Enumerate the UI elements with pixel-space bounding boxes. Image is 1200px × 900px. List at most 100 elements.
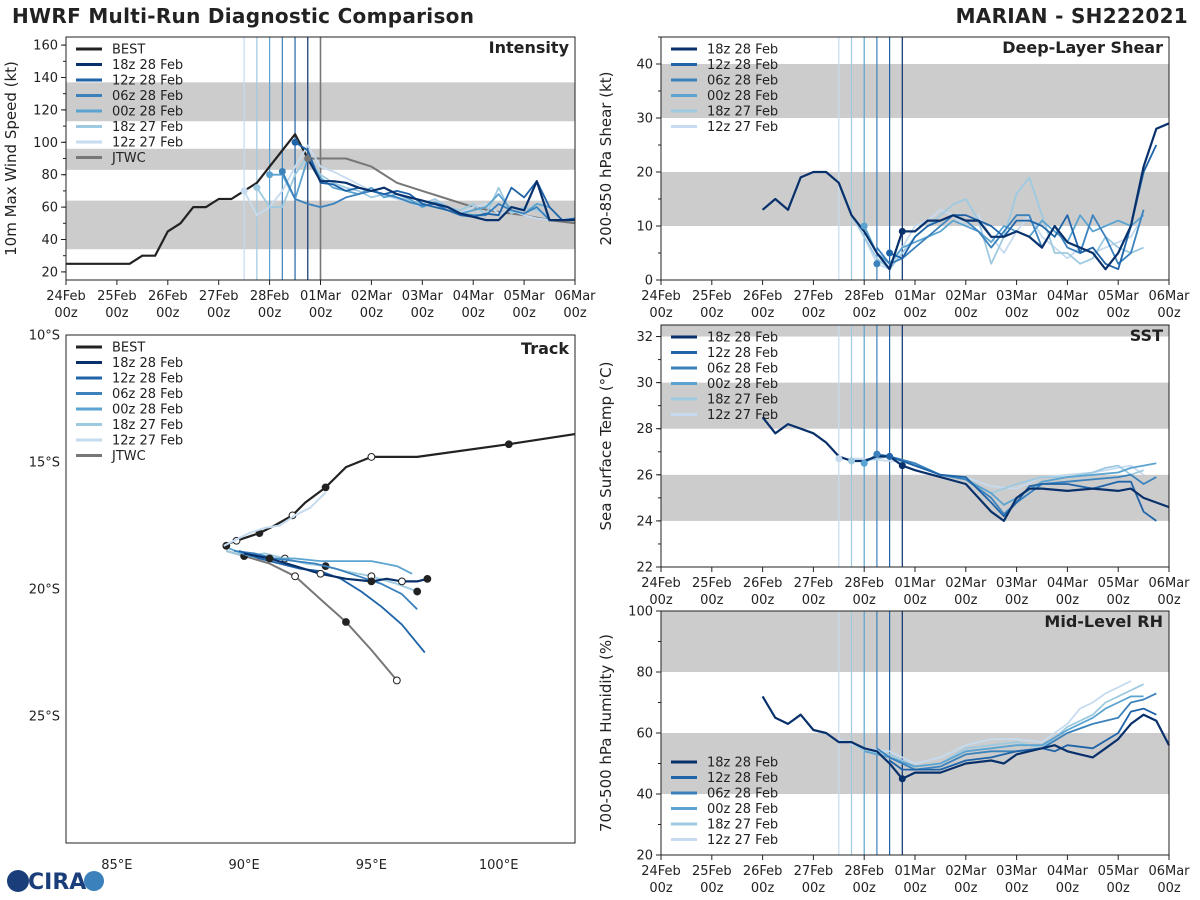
shear-ytick-label: 0 xyxy=(645,274,653,289)
intensity-xtick-sublabel: 00z xyxy=(156,306,180,321)
intensity-series-best xyxy=(66,133,309,265)
shear-series-18z28 xyxy=(761,122,1170,271)
track-ytick-label: 25°S xyxy=(29,710,60,725)
intensity-xtick-sublabel: 00z xyxy=(360,306,384,321)
track-legend-label-12z27: 12z 27 Feb xyxy=(112,434,183,449)
rh-xtick-sublabel: 00z xyxy=(954,881,978,896)
sst-ytick-label: 24 xyxy=(636,514,653,529)
track-series-18z28 xyxy=(243,552,428,583)
intensity-xtick-label: 25Feb xyxy=(97,289,137,304)
intensity-xtick-sublabel: 00z xyxy=(512,306,536,321)
track-xtick-label: 90°E xyxy=(229,858,260,873)
track-marker-jtwc xyxy=(291,572,299,581)
sst-xtick-sublabel: 00z xyxy=(1005,593,1029,608)
sst-xtick-sublabel: 00z xyxy=(649,593,673,608)
sst-legend-label-18z27: 18z 27 Feb xyxy=(707,393,778,408)
rh-legend-label-06z28: 06z 28 Feb xyxy=(707,787,778,802)
figure-title: HWRF Multi-Run Diagnostic Comparison xyxy=(12,4,475,28)
intensity-xtick-label: 03Mar xyxy=(402,289,444,304)
intensity-series-06z28 xyxy=(281,171,551,221)
sst-xtick-sublabel: 00z xyxy=(903,593,927,608)
sst-ytick-label: 32 xyxy=(636,330,653,345)
sst-series-18z28 xyxy=(761,416,1170,523)
track-series-06z28 xyxy=(233,550,418,610)
intensity-xtick-sublabel: 00z xyxy=(563,306,587,321)
track-legend-label-jtwc: JTWC xyxy=(111,449,146,464)
track-legend-label-00z28: 00z 28 Feb xyxy=(112,403,183,418)
sst-init-marker-18z28 xyxy=(898,462,906,470)
sst-xtick-label: 25Feb xyxy=(692,576,732,591)
shear-xtick-sublabel: 00z xyxy=(853,306,877,321)
intensity-legend-label-best: BEST xyxy=(112,43,145,58)
shear-panel: 0 10 20 30 40 24Feb 00z 25Feb 00z 26Feb 00z 27Feb 00… xyxy=(597,36,1190,321)
track-legend-label-06z28: 06z 28 Feb xyxy=(112,387,183,402)
shear-legend-label-12z27: 12z 27 Feb xyxy=(707,120,778,135)
intensity-ytick-label: 100 xyxy=(33,136,58,151)
shear-xtick-sublabel: 00z xyxy=(1005,306,1029,321)
rh-xtick-label: 24Feb xyxy=(641,864,681,879)
shear-title: Deep-Layer Shear xyxy=(1002,38,1163,57)
rh-xtick-sublabel: 00z xyxy=(649,881,673,896)
intensity-title: Intensity xyxy=(489,38,570,57)
intensity-ytick-label: 60 xyxy=(41,201,58,216)
sst-init-marker-06z28 xyxy=(873,450,881,458)
logo-seal-icon xyxy=(84,871,104,891)
intensity-legend-label-18z27: 18z 27 Feb xyxy=(112,120,183,135)
track-panel: 85°E 90°E 95°E 100°E 10°S 15°S 20°S 25°S Track BE… xyxy=(29,329,576,873)
shear-init-marker-12z28 xyxy=(886,249,894,257)
track-marker-18z28 xyxy=(367,577,376,586)
sst-legend-label-12z28: 12z 28 Feb xyxy=(707,346,778,361)
track-marker-jtwc xyxy=(392,676,401,685)
track-title: Track xyxy=(521,339,569,358)
intensity-init-marker-06z28 xyxy=(278,167,286,175)
track-xtick-label: 100°E xyxy=(479,858,519,873)
rh-xtick-sublabel: 00z xyxy=(700,881,724,896)
rh-legend-label-18z27: 18z 27 Feb xyxy=(707,818,778,833)
intensity-xtick-label: 02Mar xyxy=(351,289,393,304)
sst-xtick-sublabel: 00z xyxy=(1157,593,1181,608)
intensity-xtick-sublabel: 00z xyxy=(309,306,333,321)
sst-legend-label-12z27: 12z 27 Feb xyxy=(707,408,778,423)
intensity-ytick-label: 40 xyxy=(41,233,58,248)
sst-panel: 22 24 26 28 30 32 24Feb 00z 25Feb 00z 26Feb 00z 27Fe… xyxy=(597,324,1190,608)
intensity-xtick-label: 28Feb xyxy=(250,289,290,304)
track-legend-label-18z27: 18z 27 Feb xyxy=(112,418,183,433)
rh-ytick-label: 60 xyxy=(636,727,653,742)
sst-series-12z27 xyxy=(838,457,1145,490)
intensity-legend-label-00z28: 00z 28 Feb xyxy=(112,105,183,120)
shear-xtick-sublabel: 00z xyxy=(751,306,775,321)
track-ytick-label: 15°S xyxy=(29,456,60,471)
shear-xtick-sublabel: 00z xyxy=(700,306,724,321)
shear-xtick-sublabel: 00z xyxy=(1157,306,1181,321)
sst-series-12z28 xyxy=(889,455,1157,522)
rh-series-00z28 xyxy=(863,695,1144,768)
sst-init-marker-18z27 xyxy=(848,457,855,465)
sst-legend-label-00z28: 00z 28 Feb xyxy=(707,377,778,392)
sst-xtick-sublabel: 00z xyxy=(802,593,826,608)
rh-series-18z28 xyxy=(761,695,1170,780)
intensity-ytick-label: 80 xyxy=(41,168,58,183)
sst-xtick-sublabel: 00z xyxy=(853,593,877,608)
intensity-xtick-label: 26Feb xyxy=(148,289,188,304)
rh-xtick-label: 06Mar xyxy=(1148,864,1190,879)
intensity-ytick-label: 160 xyxy=(33,39,58,54)
rh-legend-label-18z28: 18z 28 Feb xyxy=(707,756,778,771)
intensity-xtick-label: 06Mar xyxy=(554,289,596,304)
intensity-xtick-sublabel: 00z xyxy=(258,306,282,321)
sst-xtick-label: 24Feb xyxy=(641,576,681,591)
shear-band-0 xyxy=(661,172,1169,226)
intensity-legend-label-12z27: 12z 27 Feb xyxy=(112,136,183,151)
intensity-xtick-label: 05Mar xyxy=(504,289,546,304)
rh-legend-label-12z27: 12z 27 Feb xyxy=(707,833,778,848)
intensity-ytick-label: 20 xyxy=(41,265,58,280)
shear-legend-label-18z27: 18z 27 Feb xyxy=(707,105,778,120)
track-marker-jtwc xyxy=(342,618,350,626)
rh-series-18z27 xyxy=(850,683,1144,768)
track-marker-18z28 xyxy=(265,554,274,563)
rh-xtick-sublabel: 00z xyxy=(1107,881,1131,896)
rh-panel: 20 40 60 80 100 24Feb 00z 25Feb 00z 26Feb 00z 27Feb… xyxy=(597,605,1190,897)
intensity-ytick-label: 120 xyxy=(33,103,58,118)
track-marker-18z28 xyxy=(398,577,406,586)
intensity-xtick-sublabel: 00z xyxy=(105,306,129,321)
